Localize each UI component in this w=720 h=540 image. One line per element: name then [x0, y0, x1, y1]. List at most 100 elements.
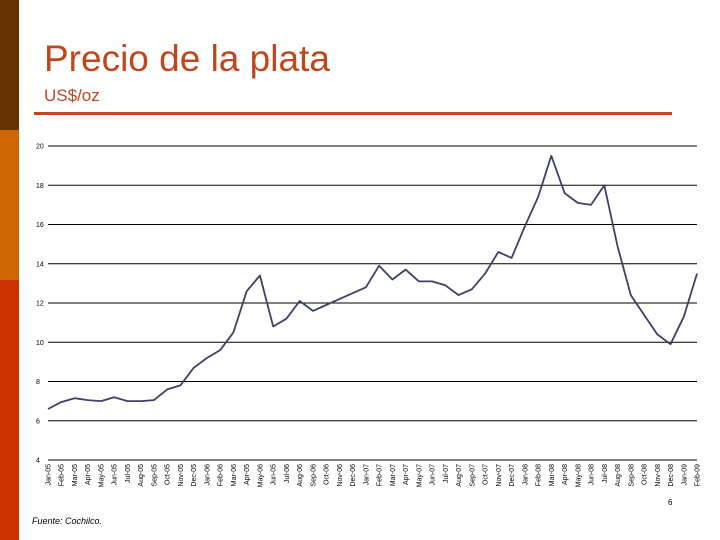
x-tick-label: Jun-05 [271, 464, 278, 486]
data-point [272, 325, 274, 327]
x-tick-label: Feb-05 [59, 464, 66, 486]
x-tick-label: Dec-05 [191, 464, 198, 487]
data-point [577, 202, 579, 204]
data-point [590, 204, 592, 206]
data-point [73, 397, 75, 399]
x-tick-label: Dec-06 [350, 464, 357, 487]
data-point [457, 294, 459, 296]
x-tick-label: Apr-07 [403, 464, 410, 485]
decor-bar-red [0, 280, 19, 540]
x-tick-label: Nov-05 [178, 464, 185, 487]
x-tick-label: Mar-05 [72, 464, 79, 486]
x-tick-label: Sep-06 [310, 464, 317, 487]
decor-bar-orange [0, 130, 19, 280]
x-tick-label: Jul-07 [443, 464, 450, 483]
x-tick-label: Jan-09 [681, 464, 688, 486]
data-point [285, 318, 287, 320]
x-tick-label: Jul-08 [602, 464, 609, 483]
x-tick-label: Aug-05 [138, 464, 145, 487]
source-note: Fuente: Cochilco. [32, 516, 103, 526]
x-tick-label: Dec-08 [668, 464, 675, 487]
data-point [418, 280, 420, 282]
data-point [404, 268, 406, 270]
data-point [656, 333, 658, 335]
x-tick-label: Jan-05 [46, 464, 53, 486]
page-number: 6 [668, 498, 673, 507]
x-tick-label: Mar-08 [549, 464, 556, 486]
x-tick-label: May-05 [98, 464, 105, 487]
x-tick-label: Feb-09 [695, 464, 702, 486]
x-tick-label: Mar-07 [390, 464, 397, 486]
data-point [219, 349, 221, 351]
x-tick-label: Sep-08 [628, 464, 635, 487]
data-point [325, 304, 327, 306]
data-point [259, 274, 261, 276]
data-point [669, 343, 671, 345]
x-tick-label: Mar-06 [231, 464, 238, 486]
data-point [298, 300, 300, 302]
slide-title: Precio de la plata [44, 38, 330, 79]
x-tick-label: Aug-06 [297, 464, 304, 487]
y-tick-label: 12 [36, 301, 44, 308]
data-point [338, 298, 340, 300]
data-point [140, 400, 142, 402]
data-point [351, 292, 353, 294]
data-point [603, 184, 605, 186]
x-tick-label: Feb-07 [377, 464, 384, 486]
data-point [550, 155, 552, 157]
data-point [497, 251, 499, 253]
y-tick-label: 20 [36, 144, 44, 151]
y-tick-label: 4 [36, 458, 40, 465]
x-tick-label: Feb-06 [218, 464, 225, 486]
x-tick-label: May-07 [416, 464, 423, 487]
data-point [630, 294, 632, 296]
data-point [153, 399, 155, 401]
y-tick-label: 8 [36, 379, 40, 386]
y-tick-label: 16 [36, 222, 44, 229]
data-point [484, 272, 486, 274]
data-point [179, 384, 181, 386]
x-tick-label: Jun-05 [112, 464, 119, 486]
data-point [126, 400, 128, 402]
data-point [245, 290, 247, 292]
data-point [166, 388, 168, 390]
data-point [510, 257, 512, 259]
x-tick-label: Apr-05 [244, 464, 251, 485]
x-tick-label: Sep-05 [151, 464, 158, 487]
data-point [616, 245, 618, 247]
title-rule [34, 112, 672, 115]
x-tick-label: Jun-08 [589, 464, 596, 486]
x-tick-label: May-06 [257, 464, 264, 487]
series-line [47, 154, 698, 410]
data-point [431, 280, 433, 282]
x-tick-label: Feb-08 [536, 464, 543, 486]
x-tick-label: Aug-07 [456, 464, 463, 487]
y-tick-label: 14 [36, 261, 44, 268]
data-point [206, 357, 208, 359]
y-tick-label: 6 [36, 418, 40, 425]
data-point [391, 278, 393, 280]
data-point [365, 286, 367, 288]
x-tick-label: Dec-07 [509, 464, 516, 487]
x-tick-label: Jan-07 [363, 464, 370, 486]
x-tick-label: Oct-07 [483, 464, 490, 485]
x-tick-label: Nov-07 [496, 464, 503, 487]
data-point [683, 316, 685, 318]
y-tick-label: 10 [36, 340, 44, 347]
y-tick-label: 18 [36, 183, 44, 190]
x-tick-label: Apr-08 [562, 464, 569, 485]
x-tick-label: Jan-06 [204, 464, 211, 486]
data-point [192, 367, 194, 369]
data-point [87, 399, 89, 401]
x-tick-label: Nov-08 [655, 464, 662, 487]
x-tick-label: Oct-05 [165, 464, 172, 485]
data-point [696, 272, 698, 274]
data-point [60, 401, 62, 403]
x-tick-label: Oct-08 [642, 464, 649, 485]
data-point [444, 284, 446, 286]
x-tick-label: May-08 [575, 464, 582, 487]
x-tick-label: Sep-07 [469, 464, 476, 487]
data-point [312, 310, 314, 312]
data-point [537, 196, 539, 198]
